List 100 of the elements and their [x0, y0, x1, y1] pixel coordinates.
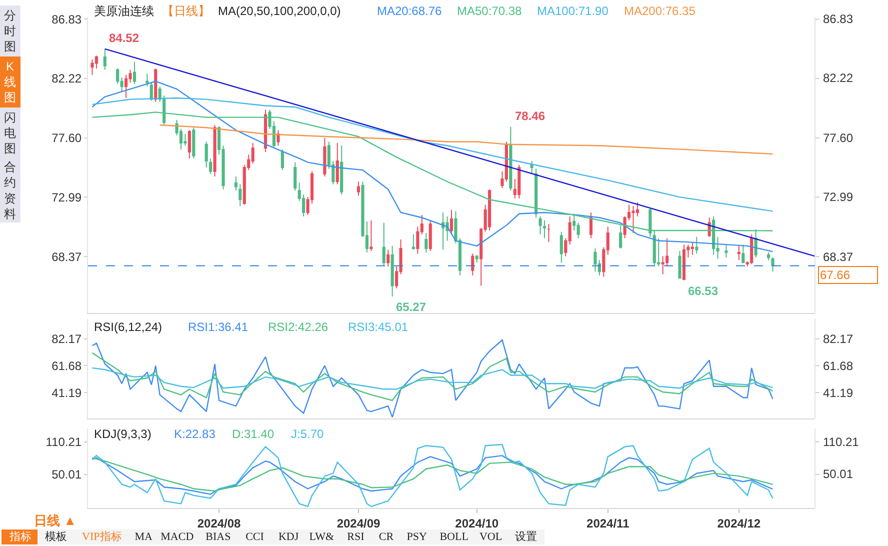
candlestick: [356, 181, 360, 196]
text: KDJ: [278, 531, 300, 543]
line-series: [159, 124, 774, 155]
candlestick: [547, 224, 550, 243]
candlestick: [766, 252, 770, 261]
text: MA200:76.35: [624, 4, 696, 18]
candlestick: [475, 254, 478, 264]
candlestick: [294, 162, 297, 192]
text: RSI3:45.01: [348, 320, 408, 334]
text: LW&: [309, 531, 335, 543]
candlestick: [213, 124, 216, 177]
line-series: [92, 444, 774, 508]
candlestick: [458, 238, 462, 276]
candlestick: [737, 245, 740, 261]
text: CCI: [246, 531, 264, 543]
candlestick: [390, 245, 394, 297]
candlestick: [192, 127, 196, 159]
candlestick: [442, 212, 445, 250]
y-tick-label: 86.83: [823, 12, 854, 26]
annotation: 【日线】: [162, 4, 210, 18]
candlestick: [234, 176, 238, 192]
candlestick: [488, 188, 492, 231]
candlestick: [538, 216, 542, 235]
y-tick-label: 50.01: [823, 467, 854, 481]
text: PSY: [406, 531, 428, 543]
annotation: 66.53: [688, 284, 718, 298]
candlestick: [594, 248, 597, 272]
candlestick: [340, 145, 344, 195]
x-tick-label: 2024/12: [717, 516, 761, 530]
candlestick: [323, 137, 326, 177]
text: MA50:70.38: [457, 4, 522, 18]
text: MACD: [160, 531, 194, 543]
text: MA20:68.76: [377, 4, 442, 18]
candlestick: [90, 58, 94, 76]
text: D:31.40: [232, 427, 274, 441]
text: RSI2:42.26: [268, 320, 328, 334]
text: K:22.83: [174, 427, 216, 441]
text: MA100:71.90: [537, 4, 609, 18]
candlestick: [276, 130, 280, 146]
candlestick: [103, 48, 106, 70]
candlestick: [132, 62, 136, 84]
candlestick: [724, 244, 728, 258]
chart-title: 美原油连续: [94, 4, 154, 18]
y-tick-label: 77.60: [823, 131, 854, 145]
line-series: [92, 339, 774, 418]
candlestick: [382, 222, 386, 266]
text: BIAS: [206, 531, 231, 543]
candlestick: [428, 220, 432, 252]
candlestick: [280, 148, 284, 171]
text: 分时图: [4, 8, 16, 54]
candlestick: [188, 130, 191, 159]
text: RSI: [347, 531, 365, 543]
candlestick: [534, 168, 538, 218]
candlestick: [154, 68, 158, 102]
candlestick: [412, 234, 415, 250]
candlestick: [695, 236, 698, 254]
candlestick: [690, 242, 694, 256]
candlestick: [518, 164, 521, 199]
y-tick-label: 41.19: [52, 386, 82, 400]
candlestick: [771, 256, 774, 272]
candlestick: [589, 212, 593, 239]
x-tick-label: 2024/10: [455, 516, 499, 530]
text: RSI1:36.41: [188, 320, 248, 334]
candlestick: [682, 244, 686, 281]
y-tick-label: 61.68: [52, 358, 82, 373]
text: 合约资料: [4, 160, 16, 221]
text: 设置: [515, 531, 537, 543]
text: 日线 ▲: [34, 513, 76, 528]
candlestick: [204, 141, 208, 168]
candlestick: [542, 220, 546, 239]
y-tick-label: 110.21: [823, 435, 860, 449]
text: VOL: [479, 531, 502, 543]
annotation: 78.46: [515, 109, 546, 123]
text: CR: [378, 531, 394, 543]
line-series: [92, 80, 774, 252]
ref-line-label: 67.66: [820, 268, 850, 282]
y-tick-label: 82.22: [823, 71, 854, 85]
candlestick: [678, 250, 682, 279]
candlestick: [471, 253, 474, 276]
candlestick: [632, 206, 635, 234]
y-tick-label: 68.37: [823, 250, 854, 264]
candlestick: [742, 244, 745, 264]
text: VIP指标: [82, 531, 122, 543]
chart-title: KDJ(9,3,3): [94, 427, 152, 441]
candlestick: [150, 82, 153, 102]
candlestick: [209, 158, 212, 174]
text: 指标: [8, 531, 32, 543]
annotation: MA(20,50,100,200,0,0): [218, 4, 341, 18]
candlestick: [750, 234, 754, 264]
y-tick-label: 72.99: [823, 190, 854, 204]
candlestick: [336, 142, 339, 185]
candlestick: [450, 209, 454, 235]
line-series: [92, 352, 774, 402]
candlestick: [560, 231, 563, 264]
candlestick: [238, 184, 242, 207]
candlestick: [370, 220, 373, 252]
candlestick: [146, 73, 149, 87]
text: BOLL: [440, 531, 469, 543]
annotation: 65.27: [396, 300, 426, 314]
candlestick: [424, 232, 428, 253]
